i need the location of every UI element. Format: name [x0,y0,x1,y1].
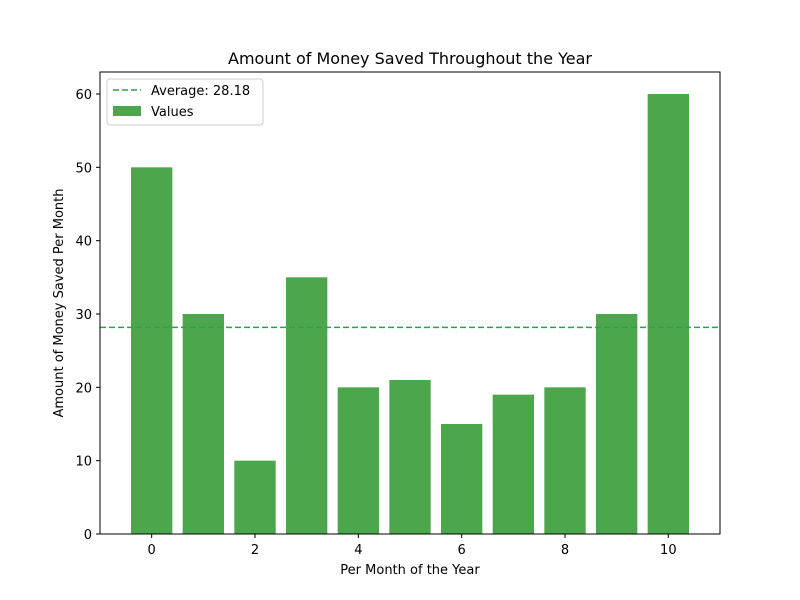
y-tick-label: 40 [75,235,92,250]
y-tick-label: 50 [75,161,92,176]
bar-10 [647,94,689,534]
bar-8 [544,387,586,534]
x-tick-label: 2 [251,543,259,558]
x-tick-label: 8 [561,543,569,558]
bar-3 [286,277,328,534]
x-tick-label: 0 [148,543,156,558]
x-tick-label: 4 [354,543,362,558]
x-axis-ticks: 0 2 4 6 8 10 [148,534,677,558]
x-tick-label: 10 [660,543,677,558]
legend-average-label: Average: 28.18 [151,84,250,99]
x-tick-label: 6 [458,543,466,558]
y-axis-label: Amount of Money Saved Per Month [52,188,67,417]
legend: Average: 28.18 Values [106,78,264,126]
legend-values-swatch [113,106,141,116]
bar-5 [389,380,431,534]
bar-6 [441,424,483,534]
plot-frame [99,71,721,535]
y-tick-label: 20 [75,381,92,396]
bars-group [131,94,689,535]
bar-1 [182,314,224,534]
bar-9 [596,314,638,534]
bar-7 [492,394,534,534]
x-axis-label: Per Month of the Year [340,563,480,578]
y-tick-label: 10 [75,455,92,470]
y-tick-label: 0 [84,528,92,543]
y-axis-ticks: 0 10 20 30 40 50 60 [75,88,100,543]
y-tick-label: 30 [75,308,92,323]
chart-title: Amount of Money Saved Throughout the Yea… [228,49,592,68]
bar-2 [234,460,276,534]
legend-box [106,78,264,126]
bar-4 [337,387,379,534]
bar-0 [131,167,173,535]
y-tick-label: 60 [75,88,92,103]
legend-values-label: Values [151,105,194,120]
